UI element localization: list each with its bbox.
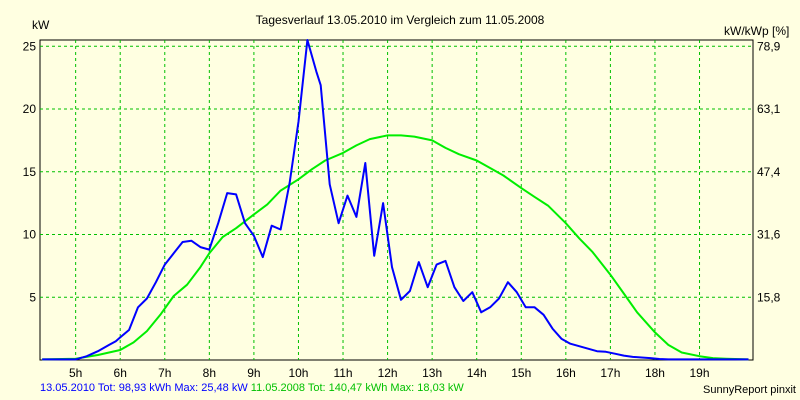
x-tick-label: 6h [114,366,127,380]
y-tick-label-left: 10 [23,228,37,242]
x-tick-label: 15h [511,366,531,380]
x-tick-label: 9h [247,366,260,380]
footer-stats-2010: 13.05.2010 Tot: 98,93 kWh Max: 25,48 kW [40,382,248,394]
y-axis-label-left: kW [32,18,50,32]
y-tick-label-left: 25 [23,39,37,53]
x-tick-label: 7h [158,366,171,380]
y-tick-label-left: 20 [23,102,37,116]
x-tick-label: 14h [467,366,487,380]
x-tick-label: 10h [288,366,308,380]
credit-text: SunnyReport pinxit [703,384,796,396]
y-axis-label-right: kW/kWp [%] [724,24,789,38]
y-tick-label-right: 31,6 [757,228,781,242]
series-line-11-05-2008 [42,134,749,361]
plot-area [39,39,754,361]
y-tick-label-left: 5 [29,290,36,304]
y-tick-label-right: 15,8 [757,290,781,304]
y-tick-label-right: 47,4 [757,165,781,179]
y-tick-label-right: 78,9 [757,39,781,53]
series-layer [42,39,749,361]
y-tick-label-right: 63,1 [757,102,781,116]
footer-stats: 13.05.2010 Tot: 98,93 kWh Max: 25,48 kW … [40,382,464,394]
y-tick-label-left: 15 [23,165,37,179]
axes-text: 5h 6h 7h 8h 9h 10h 11h 12h 13h 14h 15h 16h 17h 18h 19h… [23,39,781,380]
grid-lines [40,40,753,360]
x-tick-label: 11h [333,366,352,380]
chart-title: Tagesverlauf 13.05.2010 im Vergleich zum… [256,13,545,27]
x-tick-label: 5h [69,366,82,380]
footer-stats-2008: 11.05.2008 Tot: 140,47 kWh Max: 18,03 kW [250,382,464,394]
x-tick-label: 16h [556,366,576,380]
x-tick-label: 17h [600,366,620,380]
x-tick-label: 19h [690,366,710,380]
x-tick-label: 8h [203,366,216,380]
x-tick-label: 12h [378,366,398,380]
x-tick-label: 13h [422,366,442,380]
series-line-13-05-2010 [42,39,749,361]
x-tick-label: 18h [645,366,665,380]
